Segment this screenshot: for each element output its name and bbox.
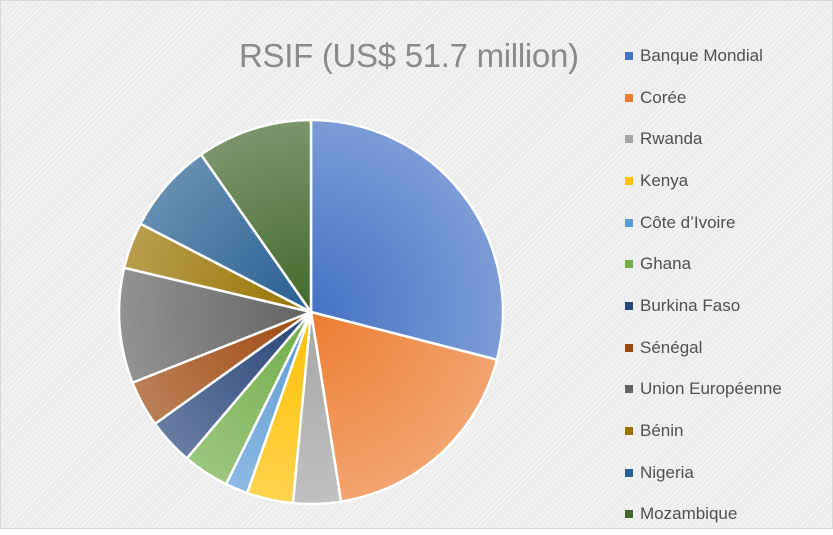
legend-label: Sénégal (640, 337, 703, 357)
legend-label: Nigeria (640, 462, 694, 482)
legend-swatch (625, 427, 633, 436)
pie-slices (117, 118, 505, 506)
legend-swatch (625, 93, 633, 102)
legend-label: Corée (640, 87, 687, 107)
legend-label: Rwanda (640, 129, 703, 149)
chart-legend: Banque Mondial Corée Rwanda Kenya Côte d’Ivo… (625, 35, 782, 535)
pie-slice-union-europeenne (117, 266, 313, 384)
legend-swatch (625, 468, 633, 477)
legend-item-cote-d-ivoire: Côte d’Ivoire (625, 202, 782, 244)
legend-swatch (625, 343, 633, 352)
legend-item-burkina-faso: Burkina Faso (625, 285, 782, 327)
legend-swatch (625, 135, 633, 144)
legend-swatch (625, 301, 633, 310)
legend-item-senegal: Sénégal (625, 327, 782, 369)
legend-item-coree: Corée (625, 77, 782, 119)
legend-item-union-europeenne: Union Européenne (625, 369, 782, 411)
pie-slice-banque-mondial (309, 118, 505, 361)
legend-label: Côte d’Ivoire (640, 212, 736, 232)
legend-label: Kenya (640, 170, 689, 190)
legend-swatch (625, 385, 633, 394)
legend-label: Bénin (640, 421, 684, 441)
pie-slice-coree (309, 310, 499, 503)
legend-label: Banque Mondial (640, 45, 763, 65)
chart-title: RSIF (US$ 51.7 million) (239, 37, 579, 74)
legend-item-kenya: Kenya (625, 160, 782, 202)
legend-label: Burkina Faso (640, 295, 741, 315)
pie-slice-mozambique (199, 118, 313, 314)
legend-label: Union Européenne (640, 379, 782, 399)
legend-swatch (625, 510, 633, 519)
legend-item-ghana: Ghana (625, 243, 782, 285)
legend-item-banque-mondial: Banque Mondial (625, 35, 782, 77)
legend-item-benin: Bénin (625, 410, 782, 452)
legend-swatch (625, 260, 633, 269)
legend-item-nigeria: Nigeria (625, 452, 782, 494)
legend-swatch (625, 51, 633, 60)
legend-swatch (625, 176, 633, 185)
pie-slice-nigeria (139, 153, 313, 314)
legend-item-mozambique: Mozambique (625, 494, 782, 535)
legend-label: Mozambique (640, 504, 738, 524)
legend-label: Ghana (640, 254, 692, 274)
legend-swatch (625, 218, 633, 227)
legend-item-rwanda: Rwanda (625, 118, 782, 160)
